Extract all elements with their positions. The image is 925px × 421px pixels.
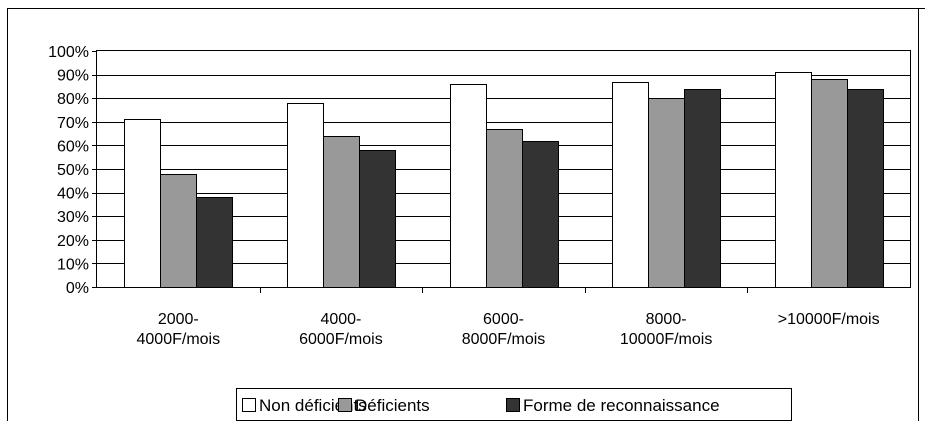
legend-swatch [506, 398, 520, 412]
bars [124, 72, 884, 288]
x-tick-label: 2000-4000F/mois [137, 311, 221, 348]
legend-label: Déficients [355, 396, 430, 415]
bar [323, 136, 360, 288]
y-tick-label: 100% [48, 44, 89, 61]
bar [486, 129, 523, 288]
bar [684, 89, 721, 288]
legend-swatch [338, 398, 352, 412]
y-tick-label: 30% [57, 209, 89, 226]
y-tick-label: 90% [57, 68, 89, 85]
bar [124, 119, 161, 288]
y-tick-label: 80% [57, 91, 89, 108]
x-tick-label: >10000F/mois [778, 311, 880, 328]
y-tick-label: 20% [57, 233, 89, 250]
x-tick-label: 4000-6000F/mois [299, 311, 383, 348]
bar [811, 79, 848, 288]
y-tick-label: 60% [57, 138, 89, 155]
x-axis-labels: 2000-4000F/mois 4000-6000F/mois 6000-8000F… [137, 311, 880, 348]
plot-border [96, 50, 911, 288]
y-tick-label: 50% [57, 162, 89, 179]
bar [359, 150, 396, 288]
y-tick-label: 40% [57, 186, 89, 203]
plot-area [92, 50, 911, 293]
x-tick-label: 6000-8000F/mois [462, 311, 546, 348]
x-axis-ticks [260, 287, 748, 293]
legend-swatch [242, 398, 256, 412]
bar [648, 98, 685, 288]
x-tick-label: 8000-10000F/mois [620, 311, 713, 348]
bar [160, 174, 197, 288]
bar [847, 89, 884, 288]
bar [612, 82, 649, 288]
bar [287, 103, 324, 288]
y-axis-labels: 0% 10% 20% 30% 40% 50% 60% 70% 80% 90% 100% [48, 44, 89, 297]
y-tick-label: 0% [66, 280, 89, 297]
bar [522, 141, 559, 288]
bar [196, 197, 233, 288]
y-tick-label: 10% [57, 256, 89, 273]
bar [450, 84, 487, 288]
y-tick-label: 70% [57, 115, 89, 132]
bar [775, 72, 812, 288]
legend-label: Forme de reconnaissance [523, 396, 720, 415]
